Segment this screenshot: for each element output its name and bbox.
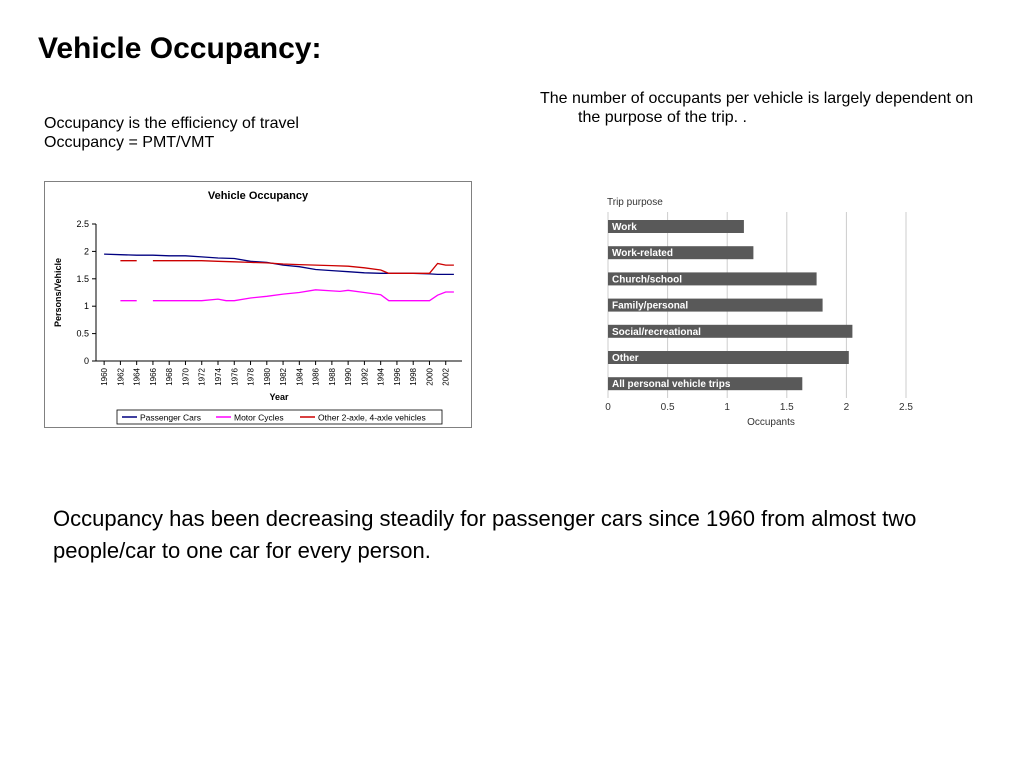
x-tick-label: 1984 — [295, 367, 304, 385]
x-tick-label: 1962 — [116, 367, 125, 385]
x-tick-label: 1966 — [149, 367, 158, 385]
x-tick-label: 1978 — [247, 367, 256, 385]
y-axis-label: Persons/Vehicle — [53, 258, 63, 327]
x-tick-label: 1960 — [100, 367, 109, 385]
occupancy-definition: Occupancy is the efficiency of travel Oc… — [44, 114, 299, 152]
x-tick-label: 0.5 — [661, 402, 675, 413]
bar-label: Other — [612, 353, 639, 364]
x-tick-label: 1976 — [230, 367, 239, 385]
y-tick-label: 1.5 — [76, 274, 89, 284]
bar-label: All personal vehicle trips — [612, 379, 731, 390]
x-tick-label: 1972 — [198, 367, 207, 385]
bar — [608, 272, 817, 286]
x-tick-label: 1 — [724, 402, 730, 413]
bar-label: Church/school — [612, 274, 682, 285]
formula-line: Occupancy = PMT/VMT — [44, 134, 215, 151]
bar — [608, 220, 744, 233]
vehicle-occupancy-line-chart: Vehicle Occupancy 0 0.5 1 1.5 2 2.5 1960 1962 196… — [44, 181, 472, 428]
bar — [608, 351, 849, 364]
y-tick-label: 2.5 — [76, 219, 89, 229]
x-tick-label: 1988 — [328, 367, 337, 385]
legend-box — [116, 409, 443, 425]
x-tick-label: 1990 — [344, 367, 353, 385]
x-tick-label: 1994 — [377, 367, 386, 385]
x-tick-label: 1970 — [181, 367, 190, 385]
bar — [608, 377, 803, 391]
legend-label: Passenger Cars — [140, 413, 201, 423]
chart-title: Trip purpose — [607, 197, 663, 208]
x-tick-label: 2000 — [425, 367, 434, 385]
x-axis-label: Year — [269, 392, 289, 402]
x-axis-label: Occupants — [747, 417, 795, 428]
bar-label: Social/recreational — [612, 327, 701, 338]
definition-line: Occupancy is the efficiency of travel — [44, 115, 299, 132]
bar-label: Work-related — [612, 248, 673, 259]
x-tick-label: 1968 — [165, 367, 174, 385]
trip-purpose-note: The number of occupants per vehicle is l… — [540, 90, 974, 126]
x-tick-label: 1980 — [263, 367, 272, 385]
chart-frame — [44, 181, 472, 428]
y-tick-label: 1 — [84, 301, 89, 311]
x-tick-label: 2002 — [442, 367, 451, 385]
bar-label: Work — [612, 222, 637, 233]
bar — [608, 298, 823, 312]
x-tick-label: 1974 — [214, 367, 223, 385]
x-tick-label: 1964 — [133, 367, 142, 385]
x-tick-label: 1996 — [393, 367, 402, 385]
chart-title: Vehicle Occupancy — [208, 190, 309, 202]
series-line — [152, 260, 454, 274]
y-tick-label: 0 — [84, 356, 89, 366]
x-tick-label: 1992 — [360, 367, 369, 385]
x-tick-label: 2 — [844, 402, 850, 413]
y-tick-label: 0.5 — [76, 329, 89, 339]
legend-label: Other 2-axle, 4-axle vehicles — [318, 413, 426, 423]
x-tick-label: 2.5 — [899, 402, 913, 413]
series-line — [152, 289, 454, 302]
x-tick-label: 1998 — [409, 367, 418, 385]
summary-text: Occupancy has been decreasing steadily f… — [53, 506, 917, 563]
bar-label: Family/personal — [612, 301, 688, 312]
bar — [608, 324, 853, 338]
x-tick-label: 1982 — [279, 367, 288, 385]
legend-label: Motor Cycles — [234, 413, 284, 423]
slide-title: Vehicle Occupancy: — [38, 32, 322, 65]
bar — [608, 246, 754, 260]
x-tick-label: 0 — [605, 402, 611, 413]
y-tick-label: 2 — [84, 246, 89, 256]
trip-purpose-bar-chart: Trip purpose 0 0.5 1 1.5 2 2.5 Work Work-related… — [605, 197, 913, 428]
x-tick-label: 1.5 — [780, 402, 794, 413]
x-tick-label: 1986 — [312, 367, 321, 385]
